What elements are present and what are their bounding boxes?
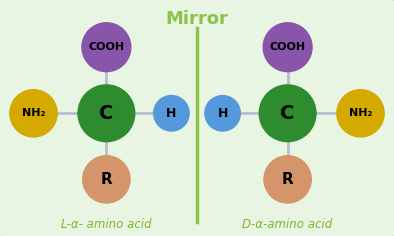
Ellipse shape (10, 90, 57, 137)
Text: H: H (217, 107, 228, 120)
Ellipse shape (154, 96, 189, 131)
Ellipse shape (78, 85, 135, 142)
Ellipse shape (263, 23, 312, 72)
Text: COOH: COOH (269, 42, 306, 52)
Text: H: H (166, 107, 177, 120)
Text: NH₂: NH₂ (22, 108, 45, 118)
Text: C: C (281, 104, 295, 123)
Text: C: C (99, 104, 113, 123)
Text: R: R (282, 172, 294, 187)
Ellipse shape (82, 23, 131, 72)
Ellipse shape (205, 96, 240, 131)
Ellipse shape (264, 156, 311, 203)
Text: Mirror: Mirror (165, 10, 229, 28)
Ellipse shape (259, 85, 316, 142)
Text: COOH: COOH (88, 42, 125, 52)
Text: D-α-amino acid: D-α-amino acid (242, 218, 333, 231)
Text: R: R (100, 172, 112, 187)
Text: L-α- amino acid: L-α- amino acid (61, 218, 152, 231)
Ellipse shape (83, 156, 130, 203)
Ellipse shape (337, 90, 384, 137)
Text: NH₂: NH₂ (349, 108, 372, 118)
